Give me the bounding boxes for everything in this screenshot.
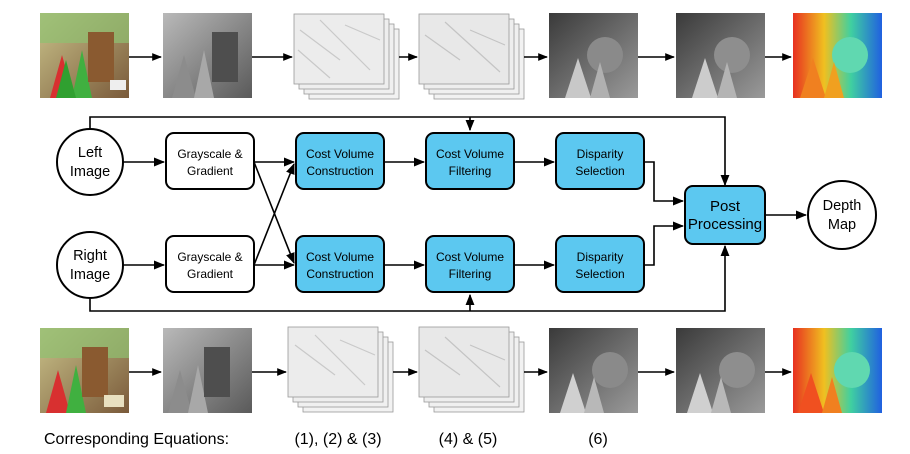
thumbnail-right-grayscale xyxy=(163,328,252,413)
right-image-node: Right Image xyxy=(56,231,124,299)
thumbnail-left-depth-colormap xyxy=(793,13,882,98)
cost-volume-filtering-box-right: Cost Volume Filtering xyxy=(425,235,515,293)
selection-label-2: Selection xyxy=(575,164,624,178)
grayscale-label-2: Gradient xyxy=(187,164,234,178)
construction-label-2: Construction xyxy=(306,164,373,178)
left-image-label-2: Image xyxy=(70,164,110,180)
post-processing-box: Post Processing xyxy=(684,185,766,245)
thumbnail-left-cost-volume xyxy=(293,13,400,100)
cost-volume-construction-box-right: Cost Volume Construction xyxy=(295,235,385,293)
thumbnail-left-grayscale xyxy=(163,13,252,98)
right-image-label-2: Image xyxy=(70,267,110,283)
construction-label-2: Construction xyxy=(306,267,373,281)
thumbnail-right-filtered-cost xyxy=(418,326,525,413)
grayscale-gradient-box-right: Grayscale & Gradient xyxy=(165,235,255,293)
thumbnail-right-color xyxy=(40,328,129,413)
disparity-selection-box-right: Disparity Selection xyxy=(555,235,645,293)
thumbnail-left-color xyxy=(40,13,129,98)
post-processing-label-2: Processing xyxy=(688,216,762,233)
thumbnail-right-cost-volume xyxy=(287,326,394,413)
equations-selection: (6) xyxy=(588,431,608,448)
equations-label: Corresponding Equations: xyxy=(44,431,229,448)
cost-volume-construction-box-left: Cost Volume Construction xyxy=(295,132,385,190)
selection-label-2: Selection xyxy=(575,267,624,281)
grayscale-gradient-box-left: Grayscale & Gradient xyxy=(165,132,255,190)
left-image-label-1: Left xyxy=(78,145,102,161)
cost-volume-filtering-box-left: Cost Volume Filtering xyxy=(425,132,515,190)
thumbnail-right-refined-disparity xyxy=(676,328,765,413)
grayscale-label-1: Grayscale & xyxy=(177,147,242,161)
grayscale-label-2: Gradient xyxy=(187,267,234,281)
filtering-label-2: Filtering xyxy=(449,164,492,178)
depth-map-label-1: Depth xyxy=(823,198,862,214)
construction-label-1: Cost Volume xyxy=(306,250,374,264)
equations-construction: (1), (2) & (3) xyxy=(294,431,381,448)
arrow-select-right-to-post xyxy=(644,221,685,266)
filtering-label-2: Filtering xyxy=(449,267,492,281)
filtering-label-1: Cost Volume xyxy=(436,147,504,161)
left-bypass-line xyxy=(89,116,730,187)
thumbnail-right-depth-colormap xyxy=(793,328,882,413)
thumbnail-left-refined-disparity xyxy=(676,13,765,98)
construction-label-1: Cost Volume xyxy=(306,147,374,161)
depth-map-node: Depth Map xyxy=(807,180,877,250)
thumbnail-right-raw-disparity xyxy=(549,328,638,413)
grayscale-label-1: Grayscale & xyxy=(177,250,242,264)
selection-label-1: Disparity xyxy=(577,147,624,161)
disparity-selection-box-left: Disparity Selection xyxy=(555,132,645,190)
thumbnail-left-raw-disparity xyxy=(549,13,638,98)
left-image-node: Left Image xyxy=(56,128,124,196)
thumbnail-left-filtered-cost xyxy=(418,13,525,100)
equations-filtering: (4) & (5) xyxy=(439,431,498,448)
right-bypass-line xyxy=(89,244,730,312)
selection-label-1: Disparity xyxy=(577,250,624,264)
filtering-label-1: Cost Volume xyxy=(436,250,504,264)
arrow-gray-right-to-construct-left xyxy=(253,162,295,266)
arrow-select-left-to-post xyxy=(644,161,685,206)
right-image-label-1: Right xyxy=(73,248,107,264)
post-processing-label-1: Post xyxy=(710,198,741,215)
depth-map-label-2: Map xyxy=(828,217,856,233)
